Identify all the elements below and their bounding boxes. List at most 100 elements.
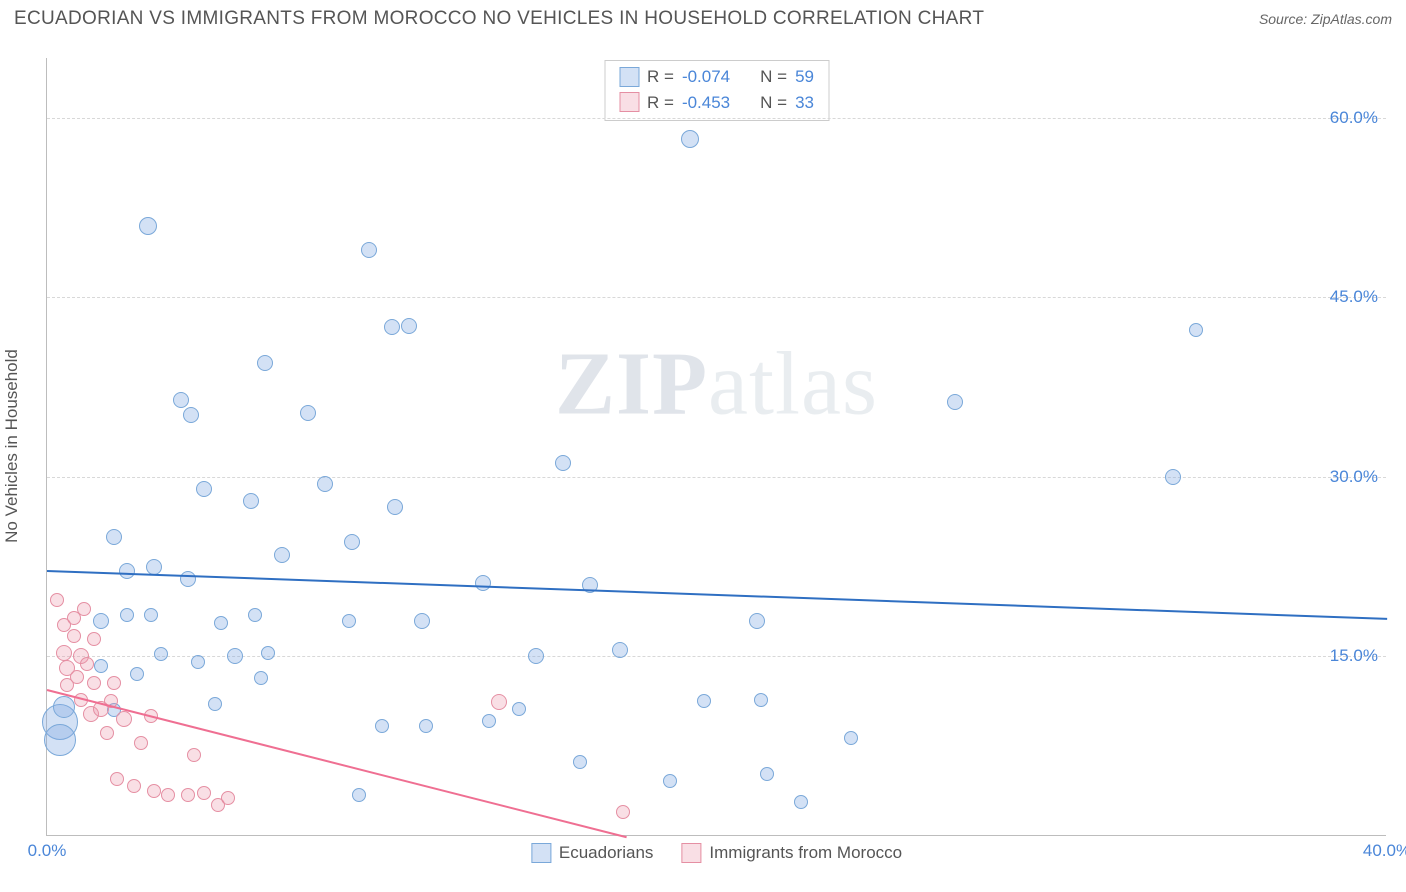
source-link[interactable]: ZipAtlas.com (1311, 11, 1392, 27)
data-point (67, 629, 81, 643)
data-point (261, 646, 275, 660)
r-label: R = (647, 90, 674, 116)
data-point (243, 493, 259, 509)
data-point (344, 534, 360, 550)
data-point (482, 714, 496, 728)
data-point (77, 602, 91, 616)
data-point (300, 405, 316, 421)
data-point (794, 795, 808, 809)
data-point (274, 547, 290, 563)
data-point (107, 676, 121, 690)
gridline (47, 656, 1386, 657)
data-point (106, 529, 122, 545)
data-point (116, 711, 132, 727)
data-point (947, 394, 963, 410)
data-point (760, 767, 774, 781)
data-point (227, 648, 243, 664)
n-label: N = (760, 90, 787, 116)
data-point (697, 694, 711, 708)
data-point (154, 647, 168, 661)
data-point (221, 791, 235, 805)
data-point (147, 784, 161, 798)
data-point (749, 613, 765, 629)
x-tick-label: 40.0% (1363, 841, 1406, 861)
data-point (754, 693, 768, 707)
data-point (119, 563, 135, 579)
y-axis-label: No Vehicles in Household (2, 349, 22, 543)
data-point (144, 608, 158, 622)
r-value: -0.074 (682, 64, 730, 90)
data-point (196, 481, 212, 497)
data-point (254, 671, 268, 685)
trend-line (47, 689, 627, 838)
y-tick-label: 60.0% (1330, 108, 1378, 128)
n-value: 33 (795, 90, 814, 116)
data-point (257, 355, 273, 371)
data-point (1189, 323, 1203, 337)
data-point (53, 696, 75, 718)
y-tick-label: 30.0% (1330, 467, 1378, 487)
data-point (352, 788, 366, 802)
data-point (44, 724, 76, 756)
chart-title: ECUADORIAN VS IMMIGRANTS FROM MOROCCO NO… (14, 8, 984, 30)
data-point (419, 719, 433, 733)
data-point (181, 788, 195, 802)
legend-item: Ecuadorians (531, 843, 654, 863)
data-point (1165, 469, 1181, 485)
stats-legend: R = -0.074N = 59R = -0.453N = 33 (604, 60, 829, 121)
series-name: Ecuadorians (559, 843, 654, 863)
legend-row: R = -0.453 N = 33 (619, 90, 814, 116)
data-point (161, 788, 175, 802)
legend-row: R = -0.074N = 59 (619, 64, 814, 90)
data-point (87, 632, 101, 646)
data-point (208, 697, 222, 711)
data-point (93, 613, 109, 629)
watermark: ZIPatlas (555, 333, 878, 436)
legend-swatch (619, 92, 639, 112)
data-point (512, 702, 526, 716)
data-point (120, 608, 134, 622)
data-point (844, 731, 858, 745)
gridline (47, 118, 1386, 119)
data-point (317, 476, 333, 492)
r-label: R = (647, 64, 674, 90)
n-label: N = (760, 64, 787, 90)
series-legend: EcuadoriansImmigrants from Morocco (531, 843, 902, 863)
source-prefix: Source: (1259, 11, 1311, 27)
r-value: -0.453 (682, 90, 730, 116)
data-point (681, 130, 699, 148)
data-point (528, 648, 544, 664)
data-point (70, 670, 84, 684)
data-point (110, 772, 124, 786)
data-point (130, 667, 144, 681)
data-point (361, 242, 377, 258)
y-tick-label: 45.0% (1330, 287, 1378, 307)
legend-swatch (619, 67, 639, 87)
data-point (191, 655, 205, 669)
data-point (173, 392, 189, 408)
legend-swatch (681, 843, 701, 863)
y-tick-label: 15.0% (1330, 646, 1378, 666)
data-point (100, 726, 114, 740)
data-point (50, 593, 64, 607)
data-point (248, 608, 262, 622)
data-point (573, 755, 587, 769)
data-point (183, 407, 199, 423)
data-point (612, 642, 628, 658)
data-point (663, 774, 677, 788)
data-point (375, 719, 389, 733)
data-point (56, 645, 72, 661)
watermark-atlas: atlas (708, 335, 878, 434)
data-point (401, 318, 417, 334)
x-tick-label: 0.0% (28, 841, 67, 861)
data-point (146, 559, 162, 575)
watermark-zip: ZIP (555, 335, 708, 434)
data-point (80, 657, 94, 671)
data-point (197, 786, 211, 800)
gridline (47, 477, 1386, 478)
gridline (47, 297, 1386, 298)
data-point (491, 694, 507, 710)
data-point (139, 217, 157, 235)
data-point (127, 779, 141, 793)
data-point (475, 575, 491, 591)
